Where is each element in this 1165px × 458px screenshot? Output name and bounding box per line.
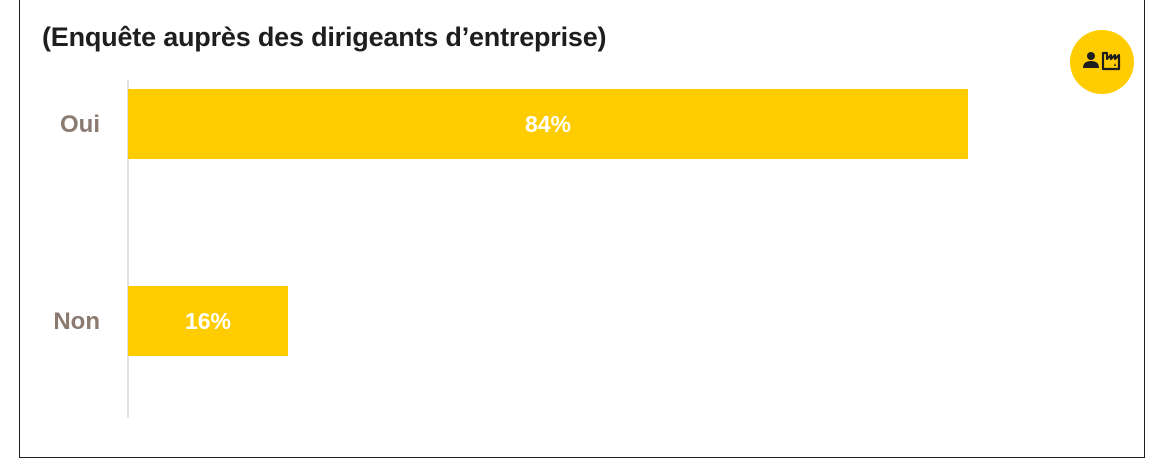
category-label-oui: Oui xyxy=(60,111,100,138)
value-label-non: 16% xyxy=(185,308,231,334)
value-label-oui: 84% xyxy=(525,111,571,137)
chart-title: (Enquête auprès des dirigeants d’entrepr… xyxy=(42,22,607,52)
bar-oui xyxy=(128,89,968,159)
bars-layer: Oui 84% Non 16% xyxy=(53,89,968,356)
person-factory-icon xyxy=(1083,51,1121,71)
business-badge xyxy=(1070,30,1134,94)
bar-non xyxy=(128,286,288,356)
category-label-non: Non xyxy=(53,308,100,335)
